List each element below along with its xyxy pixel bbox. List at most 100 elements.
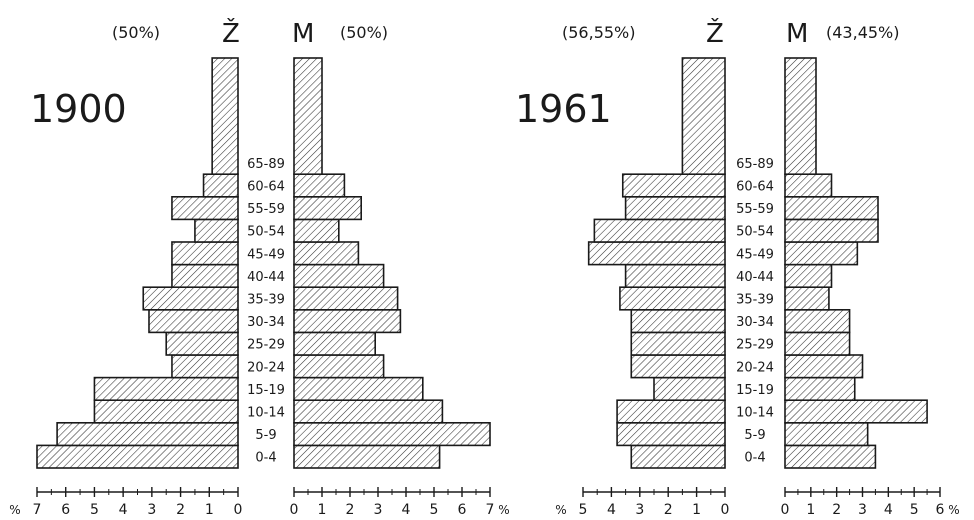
male-bar [784, 444, 877, 469]
pyramid-title: 1900 [30, 87, 127, 131]
female-bar [171, 196, 239, 221]
male-axis-tick-label: 4 [402, 502, 411, 516]
female-axis-tick-label: 6 [61, 502, 70, 516]
male-axis-unit: % [498, 503, 509, 516]
age-labels: 0-4 5-9 10-14 15-19 20-24 25-29 30-34 35-39 40-4… [247, 157, 285, 466]
male-bar [293, 286, 399, 311]
age-label: 65-89 [736, 157, 774, 172]
female-bar [171, 263, 239, 289]
female-share-label: (50%) [112, 23, 160, 42]
female-axis-tick-label: 2 [664, 502, 673, 516]
male-axis: 0 1 2 3 4 5 6% [781, 487, 960, 518]
male-bar [784, 308, 851, 334]
male-bar [784, 376, 856, 402]
age-label: 0-4 [744, 451, 765, 466]
male-axis-tick-label: 5 [430, 502, 439, 516]
male-axis-tick-label: 2 [832, 502, 841, 516]
female-bar [148, 308, 239, 334]
female-bar [56, 421, 239, 447]
female-bar [93, 376, 239, 402]
male-bar [293, 241, 360, 266]
age-label: 45-49 [247, 247, 285, 262]
age-label: 55-59 [736, 202, 774, 217]
male-bar [784, 354, 864, 379]
male-bar [293, 173, 346, 198]
male-bar [293, 421, 491, 447]
age-label: 40-44 [736, 270, 774, 285]
female-axis: 7 6 5 4 3 2 1 0% [9, 487, 243, 518]
female-axis-tick-label: 1 [692, 502, 701, 516]
female-axis-tick-label: 2 [176, 502, 185, 516]
male-bar [784, 263, 833, 289]
female-axis: 5 4 3 2 1 0% [555, 487, 729, 518]
male-axis-tick-label: 7 [486, 502, 495, 516]
female-bar [211, 57, 239, 175]
male-axis-tick-label: 4 [884, 502, 893, 516]
male-bar [784, 421, 869, 447]
age-label: 5-9 [255, 428, 276, 443]
male-share-label: (50%) [340, 23, 388, 42]
age-label: 50-54 [247, 225, 285, 240]
male-bar [784, 173, 833, 198]
male-axis-tick-label: 0 [290, 502, 299, 516]
age-labels: 0-4 5-9 10-14 15-19 20-24 25-29 30-34 35-39 40-4… [736, 157, 774, 466]
female-bar [624, 263, 726, 289]
age-label: 65-89 [247, 157, 285, 172]
age-label: 40-44 [247, 270, 285, 285]
female-axis-tick-label: 0 [234, 502, 243, 516]
male-bar [293, 399, 444, 424]
male-axis-tick-label: 5 [910, 502, 919, 516]
male-bar [293, 354, 385, 379]
age-label: 60-64 [247, 180, 285, 195]
female-bar [630, 354, 726, 379]
male-axis-tick-label: 2 [346, 502, 355, 516]
male-bar [784, 218, 879, 243]
female-axis-tick-label: 3 [147, 502, 156, 516]
male-axis-tick-label: 6 [458, 502, 467, 516]
female-bar [142, 286, 239, 311]
age-label: 15-19 [736, 383, 774, 398]
female-axis-unit: % [555, 503, 566, 516]
male-axis-tick-label: 1 [806, 502, 815, 516]
female-bar [621, 173, 726, 198]
female-axis-unit: % [9, 503, 20, 516]
female-header: Ž [222, 17, 240, 49]
male-axis-tick-label: 0 [781, 502, 790, 516]
female-bar [624, 196, 726, 221]
age-label: 25-29 [247, 338, 285, 353]
female-bar [593, 218, 726, 243]
female-header: Ž [706, 17, 724, 49]
age-label: 55-59 [247, 202, 285, 217]
age-label: 20-24 [247, 360, 285, 375]
female-bar [619, 286, 726, 311]
male-bars [784, 57, 928, 469]
female-bar [171, 354, 239, 379]
age-label: 35-39 [736, 293, 774, 308]
age-label: 20-24 [736, 360, 774, 375]
male-bar [293, 218, 340, 243]
female-bar [630, 331, 726, 356]
age-label: 15-19 [247, 383, 285, 398]
female-axis-tick-label: 5 [90, 502, 99, 516]
male-share-label: (43,45%) [826, 23, 900, 42]
male-axis: 0 1 2 3 4 5 6 7% [290, 487, 510, 518]
female-axis-tick-label: 7 [33, 502, 42, 516]
male-bar [293, 376, 424, 402]
male-bar [784, 399, 928, 424]
female-axis-tick-label: 1 [205, 502, 214, 516]
female-axis-tick-label: 5 [579, 502, 588, 516]
age-label: 30-34 [247, 315, 285, 330]
male-bar [293, 263, 385, 289]
female-bar [630, 444, 726, 469]
female-bar [194, 218, 239, 243]
age-label: 0-4 [255, 451, 276, 466]
male-bar [293, 57, 323, 175]
female-bar [681, 57, 726, 175]
age-label: 10-14 [736, 406, 774, 421]
age-label: 60-64 [736, 180, 774, 195]
female-axis-tick-label: 3 [635, 502, 644, 516]
male-header: M [786, 19, 808, 49]
age-label: 50-54 [736, 225, 774, 240]
